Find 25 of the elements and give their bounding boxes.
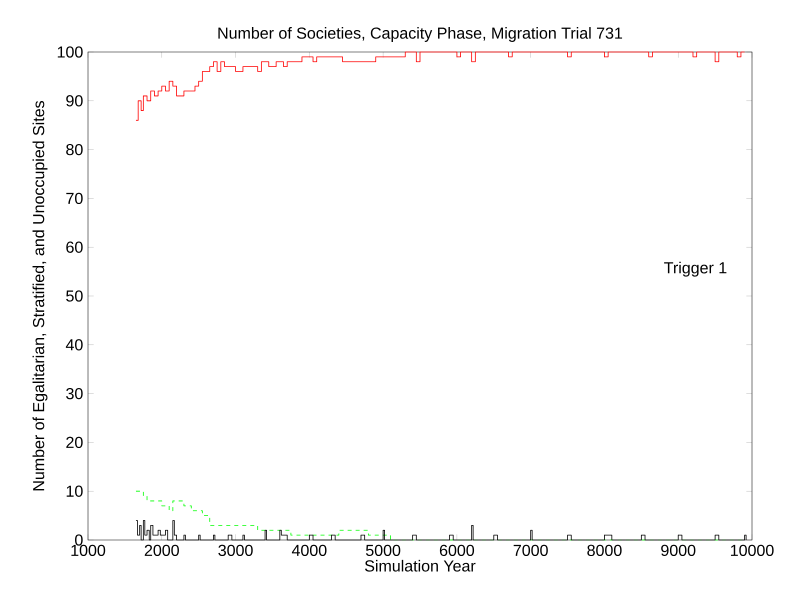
x-tick-label: 8000 (587, 544, 622, 556)
y-tick-label: 70 (66, 192, 83, 204)
x-tick-label: 3000 (218, 544, 253, 556)
x-tick-label: 1000 (71, 544, 106, 556)
chart-title: Number of Societies, Capacity Phase, Migration Trial 731 (218, 27, 622, 42)
x-tick-label: 4000 (292, 544, 327, 556)
x-axis-title: Simulation Year (365, 560, 476, 572)
y-tick-label: 60 (66, 242, 83, 253)
x-tick-label: 5000 (366, 544, 400, 556)
x-tick-label: 7000 (514, 544, 548, 556)
y-tick-label: 80 (66, 144, 83, 156)
y-tick-label: 10 (66, 486, 83, 497)
x-tick-label: 6000 (440, 544, 474, 556)
y-tick-label: 100 (58, 46, 83, 58)
x-tick-label: 2000 (144, 544, 179, 556)
y-tick-label: 0 (75, 534, 83, 546)
y-tick-label: 40 (66, 339, 83, 350)
y-tick-label: 50 (66, 290, 83, 302)
x-tick-label: 9000 (661, 544, 696, 556)
y-tick-label: 30 (66, 388, 83, 400)
y-axis-title: Number of Egalitarian, Stratified, and Unoccupied Sites (32, 100, 48, 490)
x-tick-label: 10000 (730, 544, 774, 556)
y-tick-label: 20 (66, 436, 83, 448)
y-tick-label: 90 (66, 95, 83, 106)
annotation: Trigger 1 (664, 262, 726, 277)
